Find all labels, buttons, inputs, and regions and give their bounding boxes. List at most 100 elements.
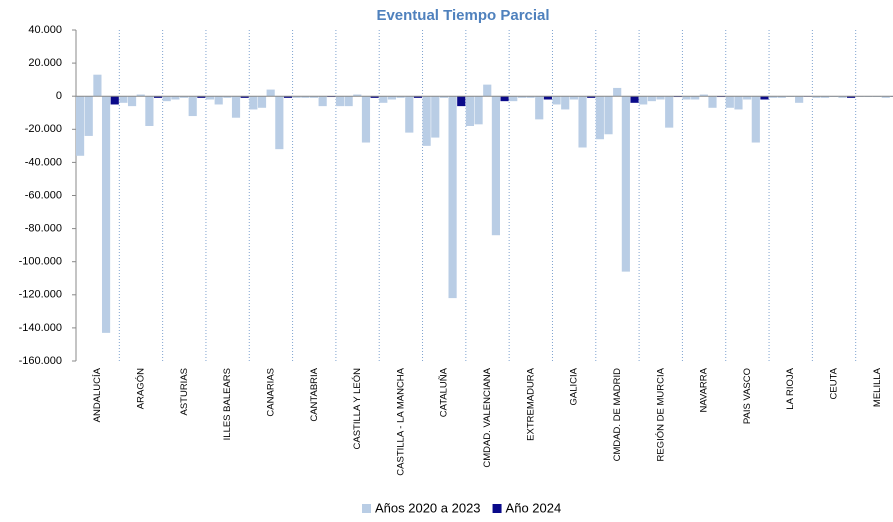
- bar: [665, 96, 674, 128]
- bar: [162, 96, 171, 102]
- bar: [474, 96, 483, 125]
- bar: [275, 96, 284, 150]
- bar: [257, 96, 267, 108]
- bar: [110, 96, 119, 105]
- bar: [483, 84, 492, 97]
- bar: [214, 96, 223, 105]
- x-tick-label: CANARIAS: [265, 368, 276, 417]
- bar: [795, 96, 804, 103]
- x-tick-label: CMDAD. VALENCIANA: [482, 367, 493, 467]
- bar: [656, 96, 665, 100]
- bar: [691, 96, 700, 100]
- bar: [119, 96, 128, 103]
- bar: [413, 96, 423, 98]
- chart-title: Eventual Tiempo Parcial: [376, 7, 549, 24]
- bar: [760, 96, 769, 100]
- bar: [197, 96, 206, 98]
- bar: [84, 96, 93, 136]
- bar: [630, 96, 639, 103]
- x-tick-label: NAVARRA: [699, 367, 710, 412]
- bar: [821, 96, 830, 98]
- bar: [301, 96, 310, 98]
- bar: [76, 96, 85, 156]
- x-tick-label: CMDAD. DE MADRID: [612, 368, 623, 462]
- bar: [881, 96, 890, 98]
- legend-label: Año 2024: [506, 500, 562, 515]
- bar: [439, 96, 449, 98]
- x-tick-label: MELILLA: [872, 367, 883, 407]
- x-tick-label: PAIS VASCO: [742, 368, 753, 424]
- y-tick-label: -80.000: [25, 223, 62, 235]
- x-tick-label: CASTILLA - LA MANCHA: [395, 367, 406, 475]
- bar: [422, 96, 431, 146]
- bar: [127, 96, 137, 107]
- bar: [136, 94, 145, 97]
- bar: [639, 96, 648, 105]
- bar: [725, 96, 734, 108]
- bar: [526, 96, 535, 98]
- bar: [396, 96, 405, 98]
- bar: [171, 96, 180, 100]
- bar: [743, 96, 752, 100]
- bar: [240, 96, 249, 98]
- x-tick-label: CANTABRIA: [309, 367, 320, 421]
- bar: [179, 96, 189, 98]
- x-tick-label: GALICIA: [569, 367, 580, 405]
- legend-swatch: [492, 504, 502, 513]
- bar: [387, 96, 397, 100]
- bar: [283, 96, 293, 98]
- bar: [205, 96, 215, 100]
- bar: [491, 96, 500, 236]
- x-tick-label: CATALUÑA: [439, 367, 450, 417]
- bar: [604, 96, 613, 135]
- bar: [543, 96, 552, 100]
- y-tick-label: 20.000: [28, 57, 62, 69]
- bar: [777, 96, 786, 98]
- bar: [465, 96, 475, 126]
- legend-label: Años 2020 a 2023: [375, 500, 481, 515]
- y-tick-label: -40.000: [25, 156, 62, 168]
- bar: [517, 96, 526, 98]
- bar: [613, 87, 622, 97]
- bar: [361, 96, 371, 143]
- bar: [353, 94, 362, 97]
- x-tick-label: ILLES BALEARS: [222, 368, 233, 440]
- x-tick-label: CASTILLA Y LEÓN: [352, 368, 363, 450]
- bar: [699, 94, 708, 97]
- bar: [457, 96, 466, 107]
- bar: [93, 74, 102, 97]
- x-tick-label: REGIÓN DE MURCIA: [655, 367, 666, 461]
- y-tick-label: 0: [56, 90, 62, 102]
- bar: [535, 96, 544, 120]
- bar: [379, 96, 388, 103]
- bar: [587, 96, 596, 98]
- bar: [188, 96, 197, 117]
- bar: [509, 96, 518, 102]
- bar: [769, 96, 778, 98]
- bar: [344, 96, 353, 107]
- y-tick-label: -20.000: [25, 123, 62, 135]
- x-tick-label: CEUTA: [829, 367, 840, 399]
- y-tick-label: -160.000: [19, 355, 62, 367]
- bar: [309, 96, 319, 98]
- y-tick-label: 40.000: [28, 24, 62, 36]
- bar: [552, 96, 561, 105]
- bar: [405, 96, 414, 133]
- bar: [101, 96, 111, 333]
- bar: [578, 96, 587, 148]
- x-tick-label: ANDALUCÍA: [92, 367, 103, 422]
- bar: [708, 96, 717, 108]
- y-tick-label: -120.000: [19, 289, 62, 301]
- bar: [500, 96, 509, 102]
- bar: [431, 96, 440, 138]
- bar: [595, 96, 604, 140]
- bar: [145, 96, 154, 126]
- bar: [292, 96, 301, 98]
- bar: [682, 96, 691, 100]
- bar: [561, 96, 570, 110]
- bar: [370, 96, 379, 98]
- y-tick-label: -60.000: [25, 189, 62, 201]
- x-tick-label: LA RIOJA: [785, 367, 796, 409]
- bar: [838, 96, 847, 98]
